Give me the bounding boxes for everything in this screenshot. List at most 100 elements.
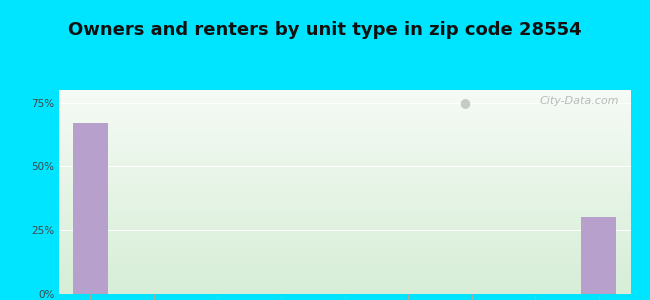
Bar [58, 277, 630, 278]
Bar [58, 123, 630, 124]
Bar [58, 286, 630, 287]
Bar [58, 93, 630, 94]
Bar [58, 240, 630, 241]
Bar [58, 253, 630, 254]
Bar [58, 231, 630, 232]
Bar [58, 205, 630, 206]
Bar [58, 244, 630, 245]
Bar [58, 290, 630, 291]
Bar [58, 283, 630, 284]
Bar [58, 100, 630, 101]
Bar [58, 255, 630, 256]
Bar [58, 243, 630, 244]
Bar [58, 237, 630, 238]
Text: ●: ● [459, 96, 470, 109]
Bar [58, 115, 630, 116]
Bar [58, 111, 630, 112]
Bar [58, 259, 630, 260]
Bar [58, 200, 630, 201]
Bar [58, 185, 630, 186]
Bar [58, 191, 630, 192]
Bar [58, 278, 630, 279]
Bar [58, 112, 630, 113]
Bar [58, 98, 630, 99]
Bar [58, 239, 630, 240]
Bar [58, 212, 630, 213]
Bar [58, 121, 630, 122]
Bar [58, 242, 630, 243]
Bar [58, 187, 630, 188]
Bar [58, 199, 630, 200]
Bar [58, 103, 630, 104]
Bar [58, 202, 630, 203]
Bar [58, 227, 630, 228]
Bar [58, 118, 630, 120]
Bar [58, 139, 630, 140]
Bar [58, 144, 630, 145]
Bar [58, 258, 630, 259]
Bar [58, 218, 630, 220]
Bar [58, 161, 630, 162]
Bar [58, 268, 630, 269]
Bar [58, 204, 630, 205]
Bar [58, 223, 630, 224]
Bar [58, 248, 630, 249]
Bar [58, 99, 630, 100]
Bar [58, 252, 630, 253]
Bar [58, 156, 630, 157]
Bar [58, 281, 630, 282]
Bar [58, 236, 630, 237]
Bar [58, 134, 630, 135]
Bar [58, 263, 630, 264]
Bar [58, 107, 630, 108]
Bar [58, 183, 630, 184]
Bar [58, 249, 630, 250]
Bar [58, 159, 630, 160]
Bar [58, 153, 630, 154]
Bar [58, 210, 630, 211]
Bar [58, 167, 630, 169]
Bar [58, 136, 630, 137]
Bar [58, 176, 630, 177]
Bar [58, 164, 630, 166]
Bar [58, 245, 630, 246]
Bar [58, 222, 630, 223]
Bar [58, 226, 630, 227]
Bar [58, 241, 630, 242]
Bar [58, 124, 630, 125]
Bar [58, 254, 630, 255]
Bar [58, 148, 630, 149]
Bar [58, 131, 630, 132]
Bar [73, 123, 108, 294]
Bar [58, 251, 630, 252]
Bar [58, 280, 630, 281]
Bar [58, 214, 630, 215]
Bar [58, 285, 630, 286]
Bar [58, 101, 630, 102]
Bar [58, 217, 630, 218]
Bar [58, 188, 630, 189]
Bar [58, 180, 630, 181]
Bar [58, 190, 630, 191]
Bar [58, 110, 630, 111]
Bar [58, 137, 630, 138]
Bar [58, 246, 630, 247]
Bar [58, 193, 630, 194]
Bar [58, 158, 630, 159]
Bar [58, 256, 630, 257]
Bar [58, 145, 630, 146]
Bar [58, 141, 630, 142]
Bar [58, 135, 630, 136]
Bar [58, 198, 630, 199]
Bar [58, 116, 630, 118]
Bar [58, 127, 630, 128]
Bar [58, 138, 630, 139]
Bar [58, 106, 630, 107]
Bar [58, 287, 630, 288]
Bar [58, 113, 630, 115]
Bar [58, 118, 630, 119]
Bar [58, 177, 630, 178]
Bar [58, 273, 630, 274]
Bar [58, 120, 630, 121]
Bar [58, 122, 630, 123]
